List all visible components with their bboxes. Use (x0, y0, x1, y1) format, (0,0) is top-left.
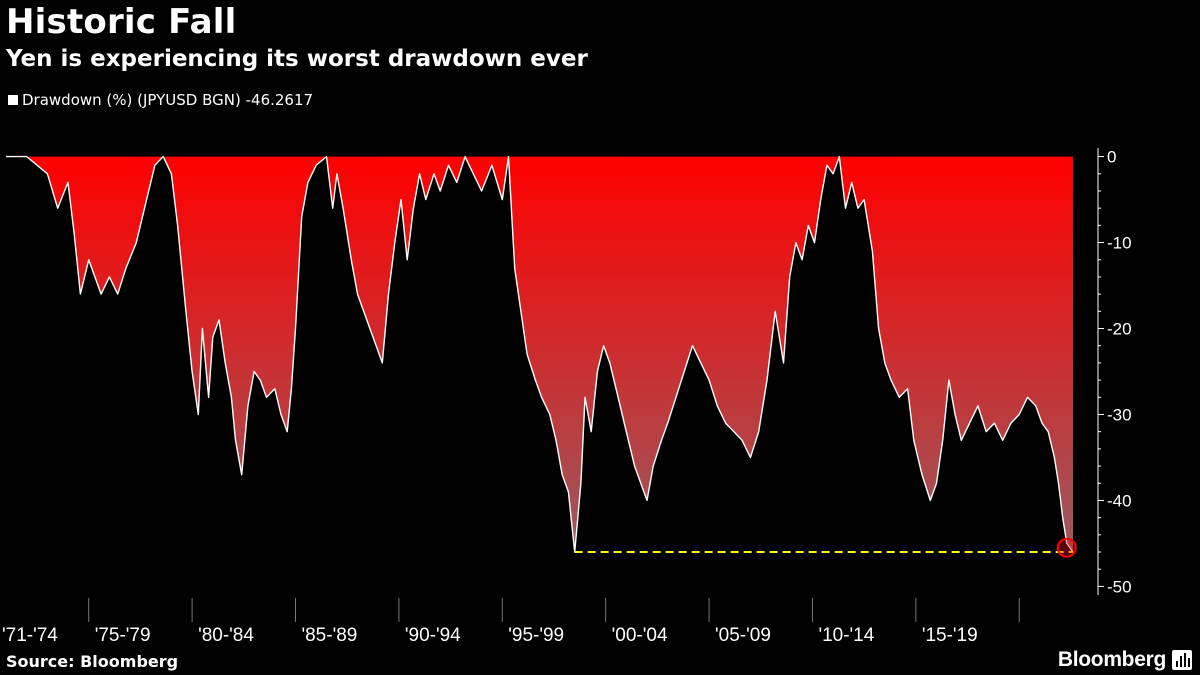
y-tick-label: -50 (1107, 577, 1132, 596)
brand-wordmark: Bloomberg (1057, 648, 1166, 671)
legend-swatch (8, 95, 18, 105)
chart-subtitle: Yen is experiencing its worst drawdown e… (6, 46, 588, 72)
latest-point-marker (1056, 537, 1077, 558)
x-tick-label: '85-'89 (301, 625, 357, 646)
x-tick-label: '00-'04 (612, 625, 668, 646)
y-tick-label: -10 (1107, 234, 1132, 253)
drawdown-area (6, 156, 1073, 552)
y-tick-label: 0 (1107, 148, 1116, 167)
y-tick-label: -20 (1107, 320, 1132, 339)
x-tick-label: '71-'74 (2, 625, 58, 646)
legend: Drawdown (%) (JPYUSD BGN) -46.2617 (8, 91, 313, 109)
x-tick-label: '10-'14 (818, 625, 874, 646)
bloomberg-logo-icon (1172, 650, 1192, 670)
x-tick-label: '75-'79 (95, 625, 151, 646)
source-note: Source: Bloomberg (6, 652, 179, 671)
drawdown-line (6, 155, 1074, 553)
y-tick-label: -40 (1107, 491, 1132, 510)
x-tick-label: '15-'19 (922, 625, 978, 646)
chart-title: Historic Fall (6, 2, 237, 42)
x-tick-label: '90-'94 (405, 625, 461, 646)
x-tick-label: '95-'99 (508, 625, 564, 646)
y-tick-label: -30 (1107, 405, 1132, 424)
legend-label: Drawdown (%) (JPYUSD BGN) -46.2617 (22, 91, 314, 109)
x-tick-label: '05-'09 (715, 625, 771, 646)
x-tick-label: '80-'84 (198, 625, 254, 646)
